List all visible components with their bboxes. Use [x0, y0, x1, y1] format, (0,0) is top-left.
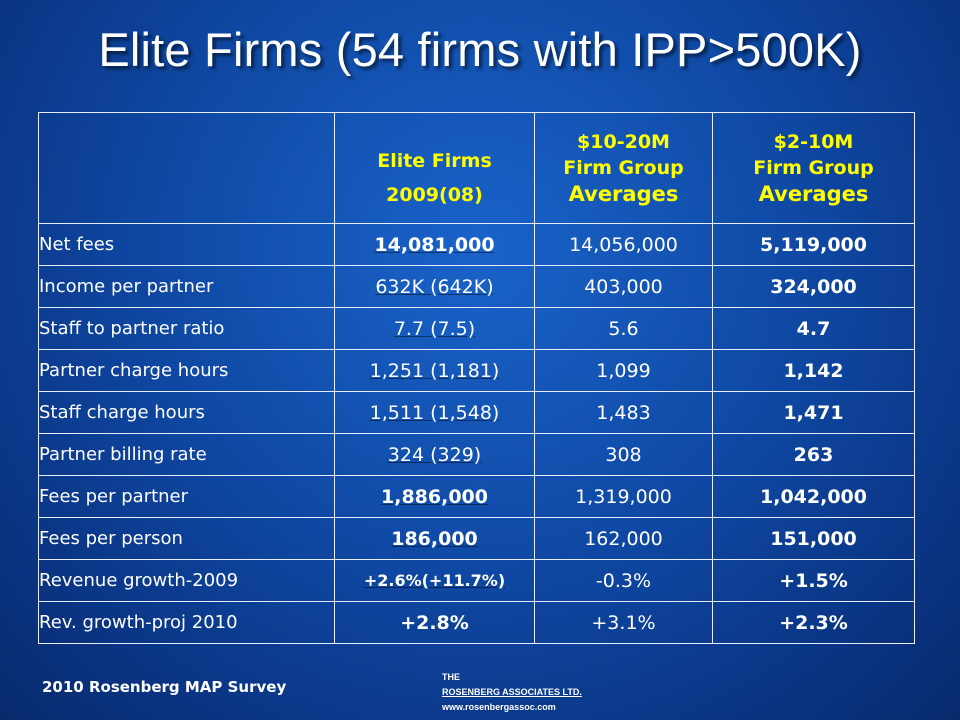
cell-value: 14,081,000	[374, 233, 495, 256]
cell-10-20m: 5.6	[534, 307, 713, 350]
table-row: Partner billing rate 324 (329) 308 263	[38, 433, 915, 476]
header-line: Averages	[758, 182, 869, 206]
cell-value: 1,251 (1,181)	[369, 359, 500, 382]
cell-value: 7.7 (7.5)	[393, 317, 476, 340]
slide-title: Elite Firms (54 firms with IPP>500K)	[98, 23, 862, 76]
cell-2-10m: 1,042,000	[712, 475, 915, 518]
row-label: Staff charge hours	[38, 391, 335, 434]
cell-elite: 1,886,000	[334, 475, 535, 518]
cell-2-10m: +2.3%	[712, 601, 915, 644]
table-row: Staff charge hours 1,511 (1,548) 1,483 1…	[38, 391, 915, 434]
row-label: Fees per person	[38, 517, 335, 560]
cell-elite: 632K (642K)	[334, 265, 535, 308]
header-empty-cell	[38, 112, 335, 224]
row-label: Net fees	[38, 223, 335, 266]
row-label: Staff to partner ratio	[38, 307, 335, 350]
cell-2-10m: 5,119,000	[712, 223, 915, 266]
cell-2-10m: 263	[712, 433, 915, 476]
cell-elite: +2.6%(+11.7%)	[334, 559, 535, 602]
logo-company-name: ROSENBERG ASSOCIATES LTD.	[442, 687, 582, 697]
cell-value: 1,511 (1,548)	[369, 401, 500, 424]
cell-elite: 7.7 (7.5)	[334, 307, 535, 350]
cell-10-20m: 14,056,000	[534, 223, 713, 266]
row-label: Revenue growth-2009	[38, 559, 335, 602]
header-line: $2-10M	[773, 131, 854, 153]
cell-elite: 1,251 (1,181)	[334, 349, 535, 392]
table-row: Fees per partner 1,886,000 1,319,000 1,0…	[38, 475, 915, 518]
logo-url: www.rosenbergassoc.com	[442, 702, 556, 712]
cell-2-10m: 1,471	[712, 391, 915, 434]
cell-10-20m: -0.3%	[534, 559, 713, 602]
cell-2-10m: 324,000	[712, 265, 915, 308]
cell-value: 186,000	[391, 527, 478, 550]
stats-table: Elite Firms 2009(08) $10-20M Firm Group …	[38, 112, 915, 644]
row-label: Rev. growth-proj 2010	[38, 601, 335, 644]
header-line: 2009(08)	[386, 184, 483, 206]
cell-10-20m: 1,099	[534, 349, 713, 392]
table-row: Staff to partner ratio 7.7 (7.5) 5.6 4.7	[38, 307, 915, 350]
cell-2-10m: 1,142	[712, 349, 915, 392]
cell-value: +2.6%(+11.7%)	[363, 571, 506, 590]
header-elite-firms: Elite Firms 2009(08)	[334, 112, 535, 224]
cell-elite: +2.8%	[334, 601, 535, 644]
header-line: Firm Group	[563, 157, 684, 179]
cell-10-20m: +3.1%	[534, 601, 713, 644]
table-row: Net fees 14,081,000 14,056,000 5,119,000	[38, 223, 915, 266]
header-line: Elite Firms	[377, 150, 492, 172]
logo-line: THE	[442, 672, 460, 682]
cell-10-20m: 308	[534, 433, 713, 476]
cell-2-10m: 151,000	[712, 517, 915, 560]
cell-10-20m: 1,483	[534, 391, 713, 434]
survey-footer: 2010 Rosenberg MAP Survey	[42, 678, 287, 696]
row-label: Partner billing rate	[38, 433, 335, 476]
cell-elite: 1,511 (1,548)	[334, 391, 535, 434]
cell-10-20m: 1,319,000	[534, 475, 713, 518]
row-label: Income per partner	[38, 265, 335, 308]
cell-2-10m: +1.5%	[712, 559, 915, 602]
cell-elite: 324 (329)	[334, 433, 535, 476]
row-label: Partner charge hours	[38, 349, 335, 392]
cell-10-20m: 162,000	[534, 517, 713, 560]
header-line: Averages	[568, 182, 679, 206]
table-row: Partner charge hours 1,251 (1,181) 1,099…	[38, 349, 915, 392]
company-logo: THE ROSENBERG ASSOCIATES LTD. www.rosenb…	[442, 670, 582, 715]
table-row: Income per partner 632K (642K) 403,000 3…	[38, 265, 915, 308]
cell-2-10m: 4.7	[712, 307, 915, 350]
cell-value: 324 (329)	[387, 443, 482, 466]
header-10-20m-group: $10-20M Firm Group Averages	[534, 112, 713, 224]
header-line: Firm Group	[753, 157, 874, 179]
table-row: Revenue growth-2009 +2.6%(+11.7%) -0.3% …	[38, 559, 915, 602]
row-label: Fees per partner	[38, 475, 335, 518]
cell-value: 1,886,000	[381, 485, 488, 508]
cell-elite: 14,081,000	[334, 223, 535, 266]
cell-elite: 186,000	[334, 517, 535, 560]
header-line: $10-20M	[577, 131, 670, 153]
cell-10-20m: 403,000	[534, 265, 713, 308]
header-row: Elite Firms 2009(08) $10-20M Firm Group …	[38, 112, 915, 224]
header-2-10m-group: $2-10M Firm Group Averages	[712, 112, 915, 224]
table-row: Fees per person 186,000 162,000 151,000	[38, 517, 915, 560]
cell-value: 632K (642K)	[375, 275, 494, 298]
table-row: Rev. growth-proj 2010 +2.8% +3.1% +2.3%	[38, 601, 915, 644]
